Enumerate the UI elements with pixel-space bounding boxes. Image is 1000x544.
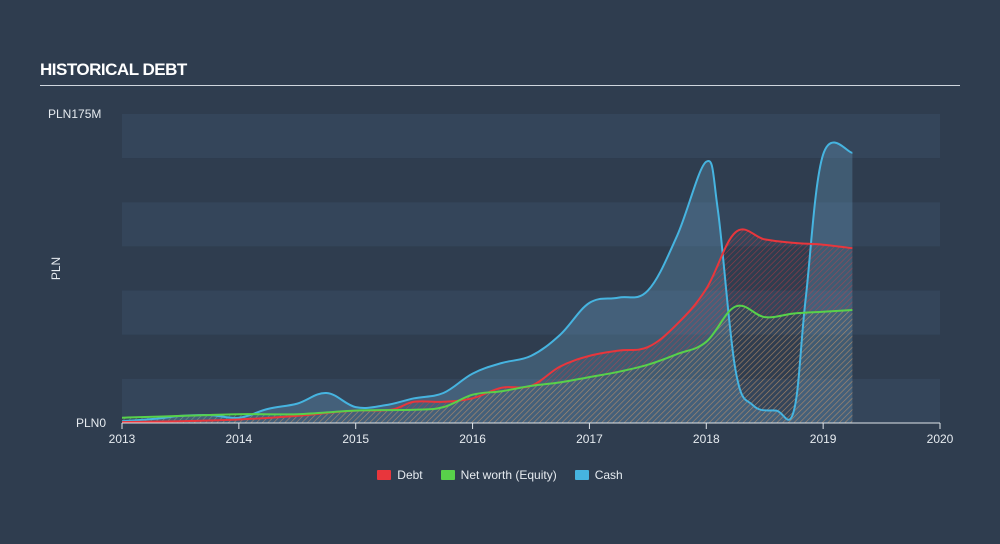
y-axis-label: PLN: [49, 257, 63, 280]
legend-swatch: [377, 470, 392, 480]
legend-swatch: [440, 470, 455, 480]
x-tick-label: 2019: [810, 432, 837, 446]
legend-label: Debt: [397, 468, 423, 482]
x-tick-label: 2017: [576, 432, 603, 446]
x-tick-label: 2020: [927, 432, 954, 446]
axes: 2013 2014 2015 2016 2017 2018 2019 2020 PLN175M P…: [48, 107, 954, 446]
x-tick-label: 2013: [109, 432, 136, 446]
legend-item-cash: Cash: [574, 468, 623, 482]
series-areas: [122, 142, 853, 423]
chart-title: HISTORICAL DEBT: [40, 60, 187, 79]
legend-label: Net worth (Equity): [460, 468, 557, 482]
x-tick-label: 2016: [459, 432, 486, 446]
grid-band: [122, 202, 940, 247]
legend-item-debt: Debt: [377, 468, 423, 482]
net-worth-equity-area: [122, 305, 853, 423]
x-tick-label: 2018: [693, 432, 720, 446]
y-tick-label-max: PLN175M: [48, 107, 101, 121]
net-worth-equity-line: [121, 304, 853, 419]
title-divider: [40, 85, 960, 86]
legend-label: Cash: [594, 468, 623, 482]
legend-swatch: [574, 470, 589, 480]
grid-band: [122, 114, 940, 159]
y-tick-label-zero: PLN0: [76, 416, 106, 430]
grid-band: [122, 158, 940, 203]
legend-item-net-worth-equity: Net worth (Equity): [440, 468, 557, 482]
legend: Debt Net worth (Equity) Cash: [0, 468, 1000, 482]
series-lines: [121, 141, 853, 424]
cash-line: [121, 141, 853, 423]
x-tick-label: 2015: [342, 432, 369, 446]
x-tick-label: 2014: [226, 432, 253, 446]
